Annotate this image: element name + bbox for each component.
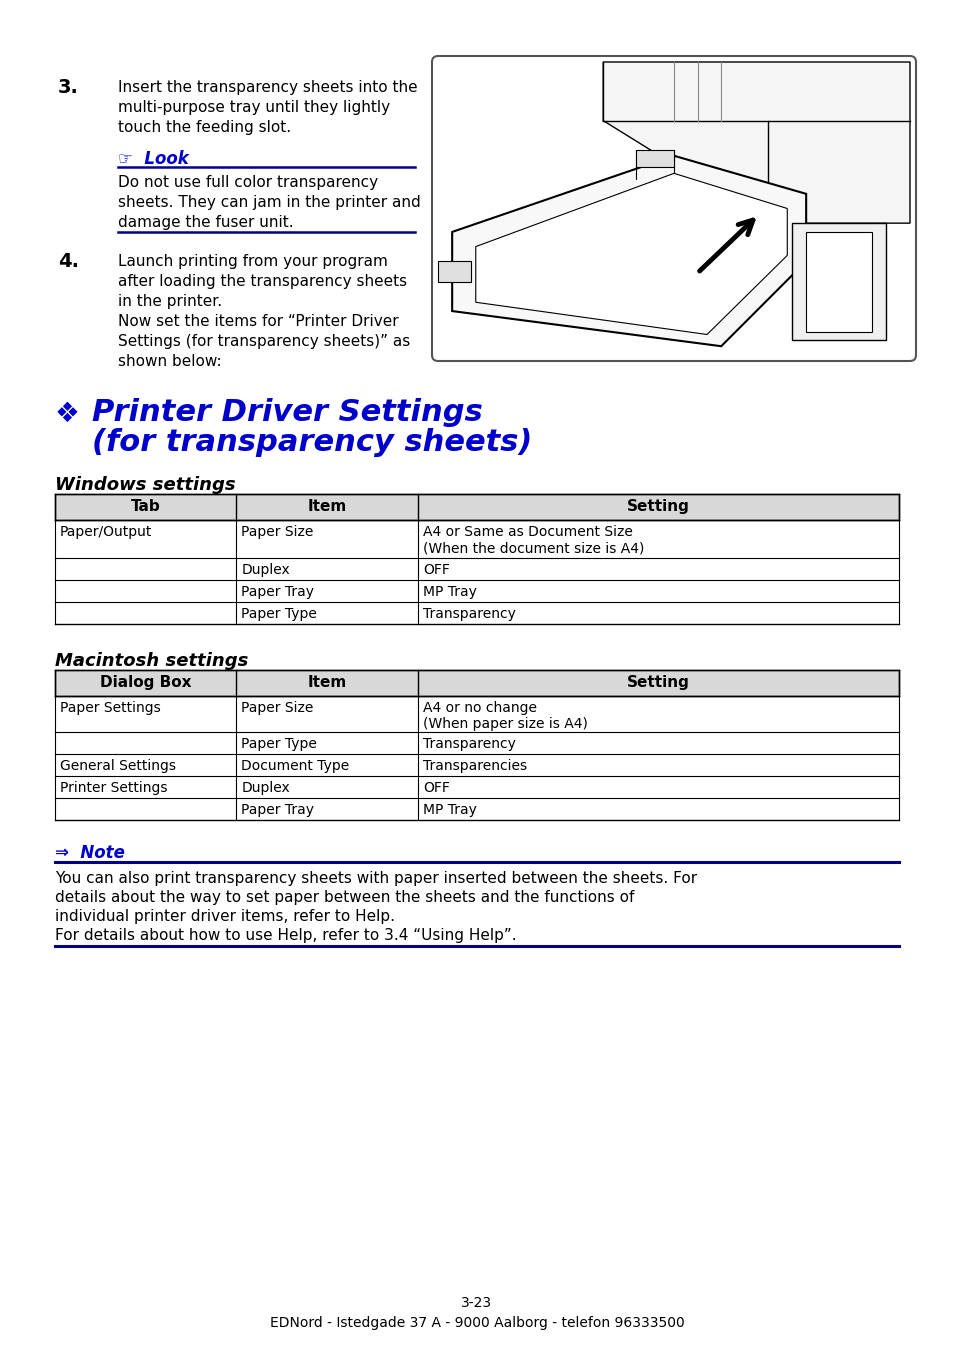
Text: Document Type: Document Type	[241, 759, 350, 773]
Text: Transparencies: Transparencies	[422, 759, 526, 773]
Text: 3-23: 3-23	[461, 1296, 492, 1310]
FancyBboxPatch shape	[432, 55, 915, 361]
Text: MP Tray: MP Tray	[422, 802, 476, 817]
Bar	[55, 494, 898, 520]
Text: damage the fuser unit.: damage the fuser unit.	[118, 215, 294, 230]
Text: 3.: 3.	[58, 78, 79, 97]
Text: Now set the items for “Printer Driver: Now set the items for “Printer Driver	[118, 313, 398, 330]
Text: OFF: OFF	[422, 563, 449, 577]
Text: Transparency: Transparency	[422, 738, 516, 751]
Text: Paper Type: Paper Type	[241, 738, 317, 751]
Text: For details about how to use Help, refer to 3.4 “Using Help”.: For details about how to use Help, refer…	[55, 928, 517, 943]
Text: Paper Tray: Paper Tray	[241, 802, 314, 817]
Text: A4 or no change: A4 or no change	[422, 701, 537, 715]
Text: shown below:: shown below:	[118, 354, 221, 369]
Text: Tab: Tab	[131, 499, 160, 513]
Text: MP Tray: MP Tray	[422, 585, 476, 598]
Polygon shape	[805, 232, 871, 331]
Text: Setting: Setting	[626, 499, 689, 513]
Bar	[55, 670, 898, 696]
Text: in the printer.: in the printer.	[118, 295, 222, 309]
Text: Do not use full color transparency: Do not use full color transparency	[118, 176, 377, 190]
Text: Item: Item	[307, 499, 347, 513]
Text: Transparency: Transparency	[422, 607, 516, 621]
Text: Duplex: Duplex	[241, 781, 290, 794]
Text: Paper Settings: Paper Settings	[60, 701, 161, 715]
Text: ⇒  Note: ⇒ Note	[55, 844, 125, 862]
Text: (When the document size is A4): (When the document size is A4)	[422, 540, 643, 555]
Text: Printer Driver Settings: Printer Driver Settings	[91, 399, 482, 427]
Text: Item: Item	[307, 676, 347, 690]
Polygon shape	[636, 150, 673, 168]
Text: details about the way to set paper between the sheets and the functions of: details about the way to set paper betwe…	[55, 890, 634, 905]
Text: General Settings: General Settings	[60, 759, 175, 773]
Text: Paper/Output: Paper/Output	[60, 526, 152, 539]
Text: multi-purpose tray until they lightly: multi-purpose tray until they lightly	[118, 100, 390, 115]
Text: Paper Size: Paper Size	[241, 526, 314, 539]
Text: Dialog Box: Dialog Box	[100, 676, 192, 690]
Text: You can also print transparency sheets with paper inserted between the sheets. F: You can also print transparency sheets w…	[55, 871, 697, 886]
Text: after loading the transparency sheets: after loading the transparency sheets	[118, 274, 407, 289]
Polygon shape	[452, 155, 805, 346]
Polygon shape	[602, 62, 909, 223]
Text: 4.: 4.	[58, 253, 79, 272]
Text: ❖: ❖	[55, 400, 80, 428]
Text: Paper Type: Paper Type	[241, 607, 317, 621]
Polygon shape	[476, 173, 786, 335]
Text: Printer Settings: Printer Settings	[60, 781, 168, 794]
Text: EDNord - Istedgade 37 A - 9000 Aalborg - telefon 96333500: EDNord - Istedgade 37 A - 9000 Aalborg -…	[270, 1316, 683, 1329]
Text: Duplex: Duplex	[241, 563, 290, 577]
Text: A4 or Same as Document Size: A4 or Same as Document Size	[422, 526, 632, 539]
Text: individual printer driver items, refer to Help.: individual printer driver items, refer t…	[55, 909, 395, 924]
Text: Settings (for transparency sheets)” as: Settings (for transparency sheets)” as	[118, 334, 410, 349]
Text: Macintosh settings: Macintosh settings	[55, 653, 248, 670]
Text: OFF: OFF	[422, 781, 449, 794]
Text: touch the feeding slot.: touch the feeding slot.	[118, 120, 291, 135]
Text: ☞  Look: ☞ Look	[118, 150, 189, 168]
Text: Paper Size: Paper Size	[241, 701, 314, 715]
Text: Setting: Setting	[626, 676, 689, 690]
Text: Paper Tray: Paper Tray	[241, 585, 314, 598]
Text: Launch printing from your program: Launch printing from your program	[118, 254, 388, 269]
Text: Windows settings: Windows settings	[55, 476, 235, 494]
Polygon shape	[437, 261, 471, 282]
Polygon shape	[791, 223, 885, 340]
Text: Insert the transparency sheets into the: Insert the transparency sheets into the	[118, 80, 417, 95]
Text: sheets. They can jam in the printer and: sheets. They can jam in the printer and	[118, 195, 420, 209]
Text: (When paper size is A4): (When paper size is A4)	[422, 717, 587, 731]
Text: (for transparency sheets): (for transparency sheets)	[91, 428, 532, 457]
